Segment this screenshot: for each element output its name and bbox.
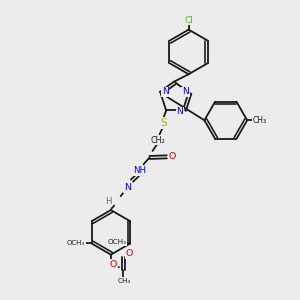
Text: O: O <box>126 249 133 258</box>
Text: H: H <box>106 196 112 206</box>
Text: CH₃: CH₃ <box>253 116 267 125</box>
Text: Cl: Cl <box>184 16 193 25</box>
Text: O: O <box>110 260 117 269</box>
Text: N: N <box>124 183 131 192</box>
Text: O: O <box>168 152 176 161</box>
Text: N: N <box>162 87 168 96</box>
Text: CH₂: CH₂ <box>151 136 165 145</box>
Text: OCH₃: OCH₃ <box>67 241 85 247</box>
Text: N: N <box>182 87 189 96</box>
Text: CH₃: CH₃ <box>117 278 131 284</box>
Text: N: N <box>176 107 183 116</box>
Text: S: S <box>160 118 166 128</box>
Text: OCH₃: OCH₃ <box>107 239 126 245</box>
Text: NH: NH <box>133 166 146 175</box>
